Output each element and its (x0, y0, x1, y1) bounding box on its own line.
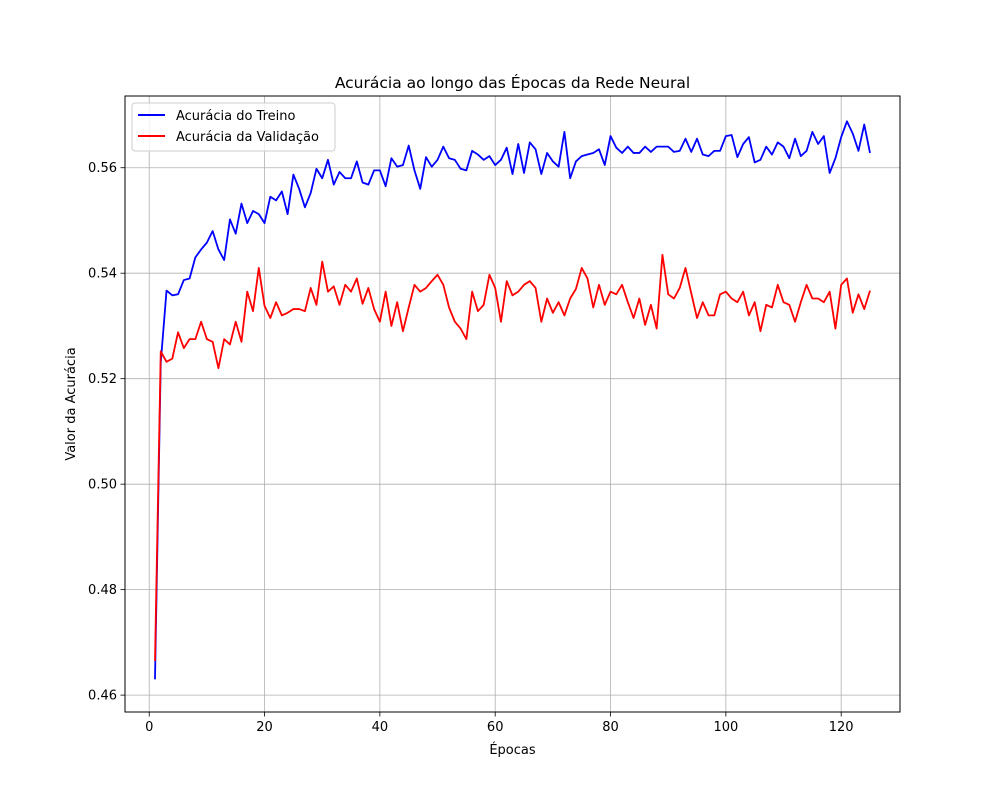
x-tick-label: 120 (829, 720, 854, 735)
legend-box (131, 102, 336, 152)
y-tick-label: 0.50 (88, 478, 117, 493)
series-lines (154, 120, 871, 680)
x-tick-label: 0 (145, 720, 153, 735)
validation-accuracy-line (154, 253, 871, 661)
legend-label-validation: Acurácia da Validação (176, 130, 319, 145)
x-tick-label: 60 (487, 720, 504, 735)
x-tick-label: 40 (372, 720, 389, 735)
x-tick-label: 100 (713, 720, 738, 735)
x-tick-label: 80 (602, 720, 619, 735)
y-tick-label: 0.46 (88, 689, 117, 704)
plot-frame (124, 95, 901, 713)
y-tick-label: 0.56 (88, 161, 117, 176)
x-axis-title: Épocas (489, 742, 536, 758)
chart-title: Acurácia ao longo das Épocas da Rede Neu… (335, 73, 690, 92)
y-tick-label: 0.48 (88, 583, 117, 598)
legend-label-train: Acurácia do Treino (176, 109, 295, 124)
y-axis-title: Valor da Acurácia (64, 347, 79, 460)
y-tick-label: 0.54 (88, 267, 117, 282)
train-accuracy-line (154, 120, 871, 680)
legend: Acurácia do Treino Acurácia da Validação (131, 102, 336, 152)
grid-lines (125, 96, 900, 712)
axis-ticks: 0 20 40 60 80 100 120 0.46 0.48 0.50 0.52 0.54 0.56 (88, 161, 854, 735)
y-tick-label: 0.52 (88, 372, 117, 387)
x-tick-label: 20 (256, 720, 273, 735)
